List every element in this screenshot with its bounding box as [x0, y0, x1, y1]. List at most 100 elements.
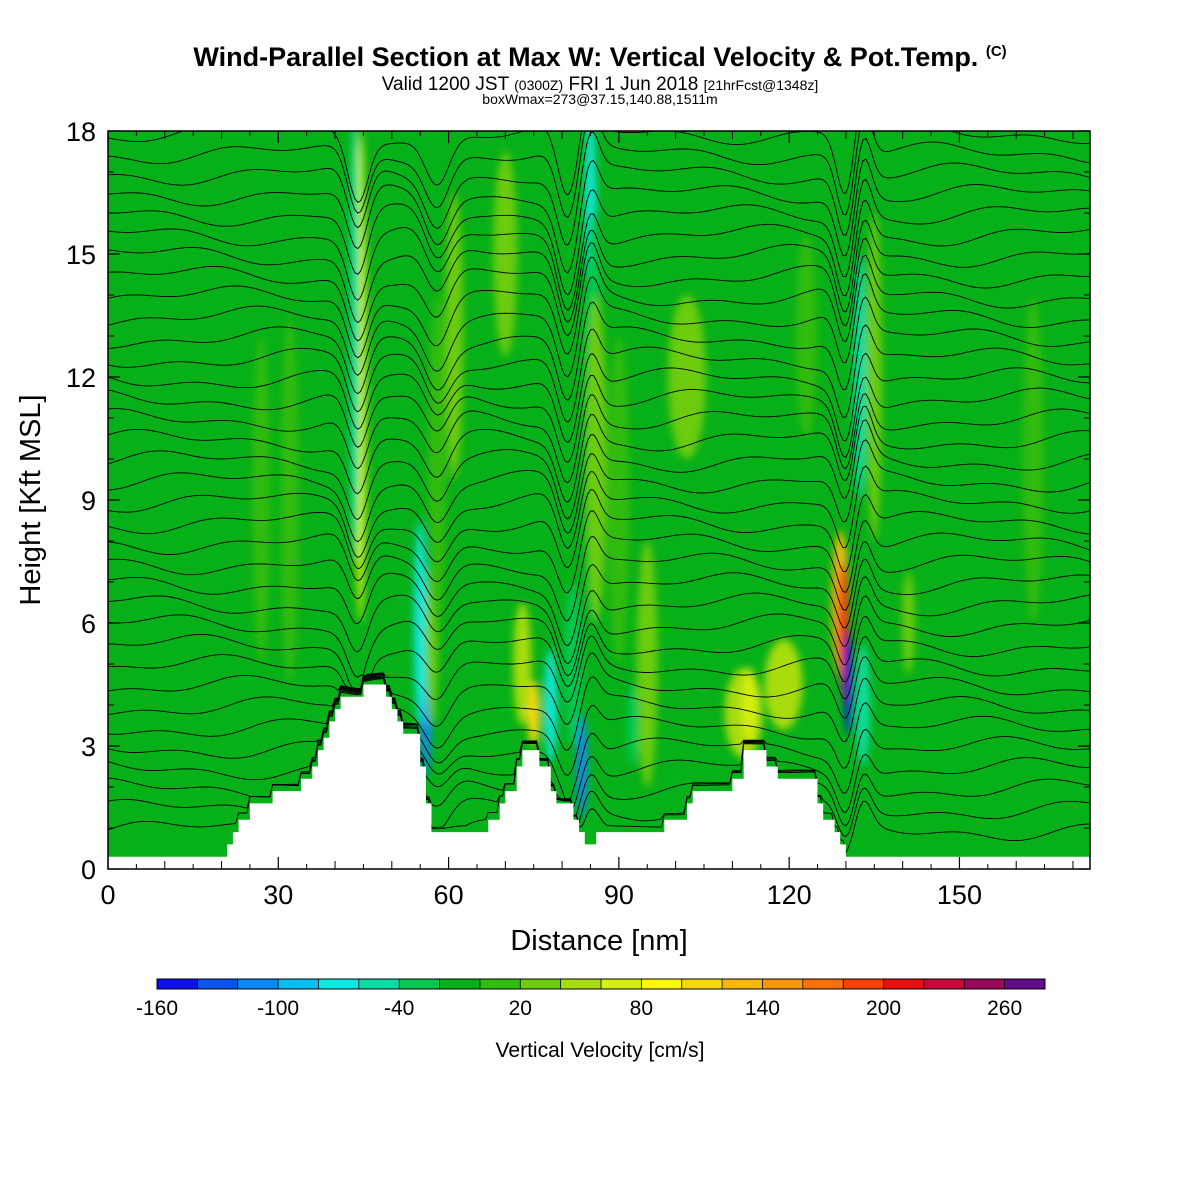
isentrope-line-26 — [108, 254, 1090, 359]
velocity-cell-22 — [741, 668, 758, 742]
valid-label: Valid 1200 JST — [381, 74, 509, 95]
isentrope-line-15 — [108, 489, 1090, 573]
isentrope-line-12 — [108, 558, 1090, 647]
terrain-mask — [108, 684, 1090, 869]
isentrope-line-9 — [108, 615, 1090, 689]
x-tick-label: 120 — [767, 880, 812, 910]
isentrope-line-21 — [108, 374, 1090, 464]
y-tick-label: 9 — [81, 486, 96, 516]
y-tick-label: 18 — [66, 117, 96, 147]
velocity-cell-32 — [866, 213, 882, 541]
title-main: Wind-Parallel Section at Max W: Vertical… — [193, 42, 979, 72]
isentrope-line-31 — [108, 158, 1090, 274]
y-axis-label: Height [Kft MSL] — [15, 394, 47, 605]
colorbar-tick-label: -40 — [384, 997, 414, 1020]
colorbar-swatch — [762, 979, 804, 989]
velocity-cell-23 — [764, 639, 803, 730]
colorbar-swatch — [802, 979, 844, 989]
y-tick-label: 6 — [81, 609, 96, 639]
isentrope-line-20 — [108, 393, 1090, 484]
colorbar-swatch — [439, 979, 481, 989]
velocity-cell-13 — [576, 715, 588, 818]
colorbar-swatch — [520, 979, 561, 989]
velocity-cell-25 — [795, 233, 817, 439]
isentrope-line-27 — [108, 237, 1090, 342]
isentrope-line-11 — [108, 576, 1090, 665]
isentrope-line-29 — [108, 199, 1090, 311]
x-tick-label: 0 — [100, 880, 115, 910]
velocity-cell-10 — [527, 680, 540, 746]
colorbar-swatch — [641, 979, 683, 989]
colorbar-swatch — [964, 979, 1005, 989]
forecast-info: [21hrFcst@1348z] — [703, 77, 819, 93]
colorbar-swatch — [197, 979, 239, 989]
isentrope-line-16 — [108, 465, 1090, 559]
axes: 0 30 60 90 120 150 0 3 6 9 12 15 18 — [66, 117, 1090, 910]
colorbar-title: Vertical Velocity [cm/s] — [496, 1039, 705, 1062]
velocity-cell-3 — [252, 336, 271, 664]
velocity-cell-5 — [413, 520, 427, 726]
isentrope-line-33 — [108, 131, 1090, 219]
terrain — [108, 684, 1090, 869]
isentrope-line-14 — [108, 510, 1090, 594]
x-tick-label: 90 — [604, 880, 634, 910]
isentrope-line-3 — [108, 675, 1090, 813]
colorbar-swatch — [843, 979, 884, 989]
colorbar: -160 -100 -40 20 80 140 200 260 — [136, 978, 1046, 1020]
isentrope-line-8 — [108, 635, 1090, 703]
colorbar-tick-label: 200 — [866, 997, 901, 1020]
velocity-cell-24 — [667, 295, 707, 459]
isentrope-line-6 — [108, 672, 1090, 751]
isentrope-line-30 — [108, 178, 1090, 296]
velocity-cell-11 — [513, 602, 532, 726]
colorbar-swatch — [237, 979, 279, 989]
isentrope-line-25 — [108, 273, 1090, 378]
isentrope-line-19 — [108, 405, 1090, 503]
isentropes — [108, 131, 1090, 854]
isentrope-line-28 — [108, 219, 1090, 324]
isentrope-line-13 — [108, 535, 1090, 622]
colorbar-tick-label: -160 — [136, 997, 178, 1020]
y-tick-label: 0 — [81, 855, 96, 885]
velocity-cell-30 — [853, 254, 867, 500]
velocity-cell-33 — [902, 571, 915, 675]
velocity-cell-8 — [428, 295, 447, 623]
valid-utc: (0300Z) — [514, 77, 564, 93]
velocity-cell-34 — [1022, 295, 1044, 623]
isentrope-line-32 — [108, 131, 1090, 246]
velocity-cell-17 — [585, 295, 607, 623]
colorbar-swatch — [1004, 979, 1046, 989]
colorbar-swatch — [722, 979, 763, 989]
isentrope-line-23 — [108, 324, 1090, 423]
x-axis-label: Distance [nm] — [510, 925, 687, 957]
isentrope-line-10 — [108, 595, 1090, 678]
chart-title: Wind-Parallel Section at Max W: Vertical… — [0, 42, 1200, 73]
colorbar-tick-label: 20 — [509, 997, 532, 1020]
y-tick-label: 15 — [66, 240, 96, 270]
isentrope-line-5 — [108, 673, 1090, 777]
box-max-info: boxWmax=273@37.15,140.88,1511m — [482, 91, 718, 107]
velocity-cell-7 — [445, 192, 464, 480]
colorbar-swatch — [560, 979, 602, 989]
isentrope-line-18 — [108, 419, 1090, 521]
velocity-cell-1 — [350, 131, 360, 562]
colorbar-swatch — [681, 979, 723, 989]
colorbar-tick-label: 80 — [630, 997, 653, 1020]
colorbar-swatch — [157, 979, 198, 989]
velocity-cell-20 — [608, 336, 630, 664]
velocity-cell-18 — [636, 541, 658, 787]
y-tick-label: 12 — [66, 363, 96, 393]
colorbar-swatch — [601, 979, 642, 989]
colorbar-swatch — [883, 979, 925, 989]
x-tick-label: 30 — [263, 880, 293, 910]
x-tick-label: 60 — [434, 880, 464, 910]
colorbar-swatch — [479, 979, 521, 989]
y-tick-label: 3 — [81, 732, 96, 762]
velocity-cell-12 — [544, 647, 558, 763]
colorbar-swatch — [923, 979, 965, 989]
velocity-cell-14 — [564, 582, 583, 746]
x-tick-label: 150 — [937, 880, 982, 910]
isentrope-line-24 — [108, 296, 1090, 401]
valid-date: FRI 1 Jun 2018 — [568, 74, 699, 95]
